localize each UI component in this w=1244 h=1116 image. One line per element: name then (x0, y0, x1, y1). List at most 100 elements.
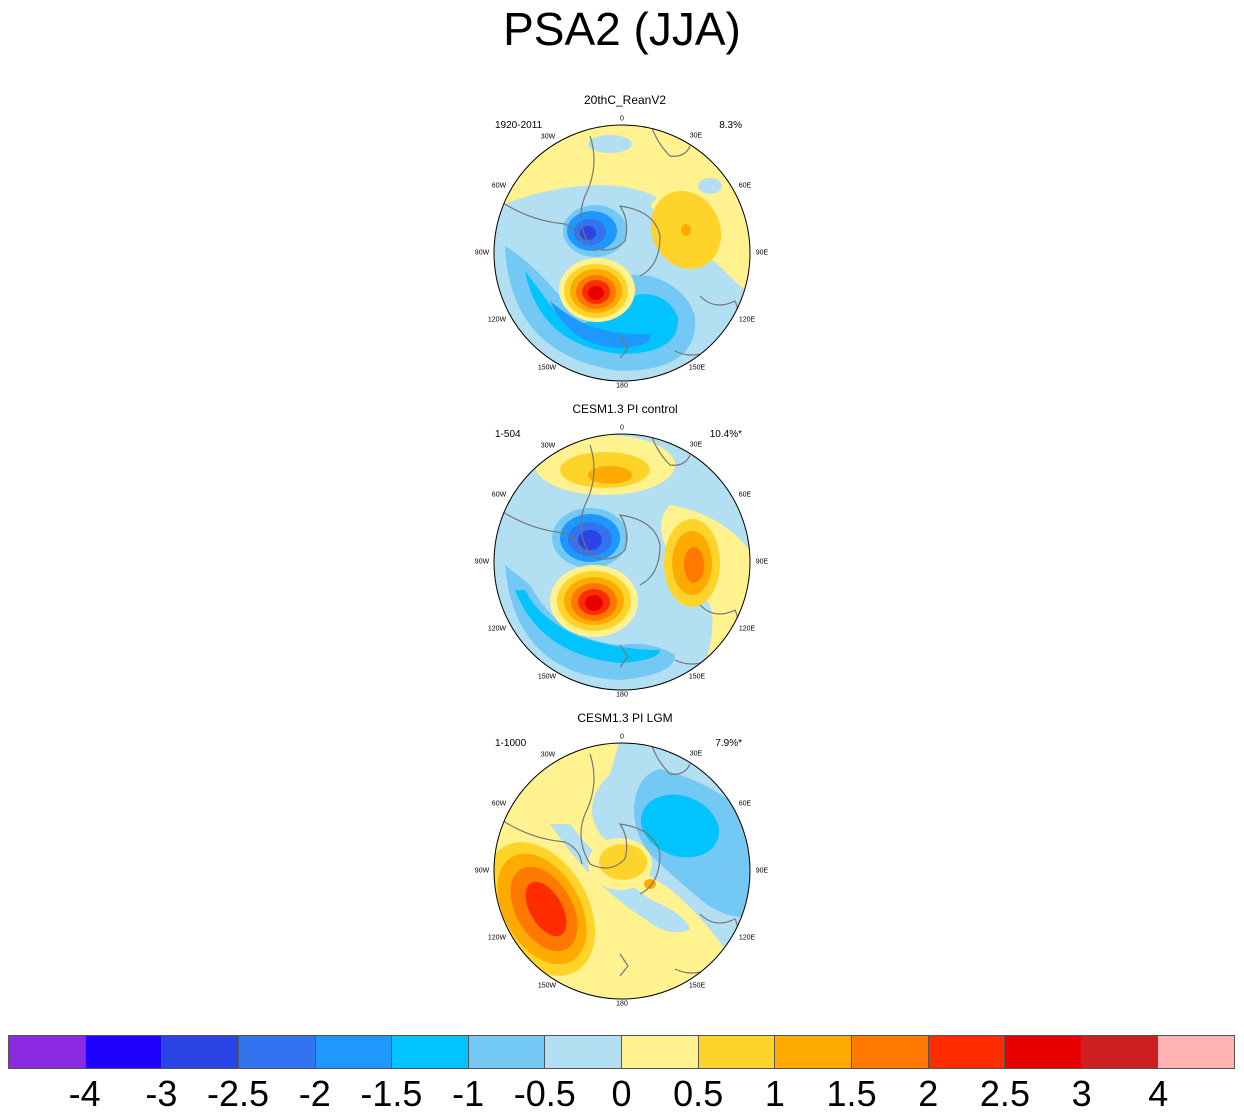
lon-label-150w: 150W (537, 364, 557, 372)
lon-label-90w: 90W (474, 558, 490, 566)
lon-label-90e: 90E (755, 249, 769, 257)
coastline-south-america (499, 200, 583, 247)
map-boundary (493, 124, 751, 382)
field-anomaly-east-core (681, 224, 691, 236)
coastline-america-antarctica (580, 444, 661, 586)
coastline-new-zealand (619, 953, 629, 977)
lon-label-120e: 120E (738, 316, 756, 324)
coastline-africa (649, 743, 691, 775)
lon-label-60w: 60W (491, 800, 507, 808)
lon-label-0: 0 (620, 424, 624, 432)
colorbar-box (775, 1036, 852, 1068)
colorbar-box (85, 1036, 163, 1068)
colorbar-box (545, 1036, 622, 1068)
lon-label-150w: 150W (537, 982, 557, 990)
coastline-africa (649, 434, 691, 466)
lon-label-180: 180 (616, 382, 628, 390)
lon-label-120e: 120E (738, 934, 756, 942)
field-high-center (599, 844, 647, 880)
colorbar-box (238, 1036, 316, 1068)
colorbar-tick-label: 3 (1071, 1073, 1092, 1114)
lon-label-30e: 30E (689, 132, 703, 140)
colorbar-tick-label: 1 (764, 1073, 785, 1114)
panel-title: 20thC_ReanV2 (583, 93, 667, 107)
polar-map-3 (493, 742, 751, 1000)
lon-label-90e: 90E (755, 558, 769, 566)
colorbar-tick-label: -2 (298, 1073, 331, 1114)
lon-label-0: 0 (620, 733, 624, 741)
map-panel-3: CESM1.3 PI LGM 1-1000 7.9%* 0 30E 60E 90… (470, 711, 780, 1014)
map-panel-2: CESM1.3 PI control 1-504 10.4%* (470, 402, 780, 705)
field-negative-arc-inner (525, 271, 679, 354)
lon-label-60w: 60W (491, 182, 507, 190)
colorbar-tick-label: 0 (611, 1073, 632, 1114)
panel-title: CESM1.3 PI control (572, 402, 678, 416)
colorbar-box (1158, 1036, 1234, 1068)
coastline-africa (649, 125, 691, 157)
lon-label-150e: 150E (688, 982, 706, 990)
field-small-negative (588, 135, 632, 153)
field-low-core (578, 530, 602, 550)
field-high-core (588, 286, 604, 300)
field-negative-east-core (641, 794, 719, 858)
colorbar-tick-label: -2.5 (207, 1073, 270, 1114)
lon-label-60w: 60W (491, 491, 507, 499)
colorbar-tick-label: 4 (1148, 1073, 1169, 1114)
field-low-core (580, 226, 596, 240)
map-boundary (493, 742, 751, 1000)
lon-label-30w: 30W (540, 751, 556, 759)
panel-years: 1920-2011 (495, 120, 543, 131)
lon-label-180: 180 (616, 1000, 628, 1008)
colorbar-box (9, 1036, 86, 1068)
colorbar-box (851, 1036, 929, 1068)
coastline-south-america (499, 509, 583, 556)
lon-label-90e: 90E (755, 867, 769, 875)
panel-variance: 8.3% (719, 120, 742, 131)
polar-map-1 (493, 124, 751, 382)
colorbar-tick-label: 2 (918, 1073, 939, 1114)
lon-label-90w: 90W (474, 867, 490, 875)
field-high-east-core (684, 547, 704, 583)
field-small-negative-2 (698, 178, 722, 194)
colorbar-box (698, 1036, 776, 1068)
panel-variance: 10.4%* (709, 429, 742, 440)
field-positive-north (494, 125, 750, 296)
colorbar-box (1081, 1036, 1159, 1068)
colorbar-box (315, 1036, 393, 1068)
colorbar-tick-label: -1 (452, 1073, 485, 1114)
colorbar-box (468, 1036, 546, 1068)
colorbar-box (1005, 1036, 1082, 1068)
colorbar (8, 1035, 1235, 1069)
field-high-west-core (525, 881, 567, 937)
lon-label-30e: 30E (689, 750, 703, 758)
lon-label-180: 180 (616, 691, 628, 699)
lon-label-120w: 120W (487, 934, 507, 942)
coastline-america-antarctica (580, 753, 661, 895)
lon-label-150e: 150E (688, 364, 706, 372)
field-negative-arc-inner (515, 590, 660, 663)
lon-label-30e: 30E (689, 441, 703, 449)
lon-label-0: 0 (620, 115, 624, 123)
lon-label-60e: 60E (738, 182, 752, 190)
coastline-new-zealand (619, 335, 629, 359)
colorbar-tick-label: 1.5 (826, 1073, 877, 1114)
panel-years: 1-1000 (495, 738, 527, 749)
lon-label-120w: 120W (487, 625, 507, 633)
lon-label-30w: 30W (540, 133, 556, 141)
colorbar-box (162, 1036, 239, 1068)
colorbar-box (622, 1036, 699, 1068)
coastline-new-zealand (619, 644, 629, 668)
colorbar-tick-label: 0.5 (673, 1073, 724, 1114)
map-boundary (493, 433, 751, 691)
polar-map-2 (493, 433, 751, 691)
panel-years: 1-504 (495, 429, 521, 440)
panel-variance: 7.9%* (715, 738, 742, 749)
main-title: PSA2 (JJA) (503, 3, 741, 55)
colorbar-tick-label: -0.5 (513, 1073, 576, 1114)
colorbar-tick-label: 2.5 (979, 1073, 1030, 1114)
lon-label-60e: 60E (738, 800, 752, 808)
lon-label-150e: 150E (688, 673, 706, 681)
colorbar-box (392, 1036, 469, 1068)
map-panel-1: 20thC_ReanV2 1920-2011 8.3% (470, 93, 780, 396)
colorbar-tick-label: -4 (68, 1073, 101, 1114)
